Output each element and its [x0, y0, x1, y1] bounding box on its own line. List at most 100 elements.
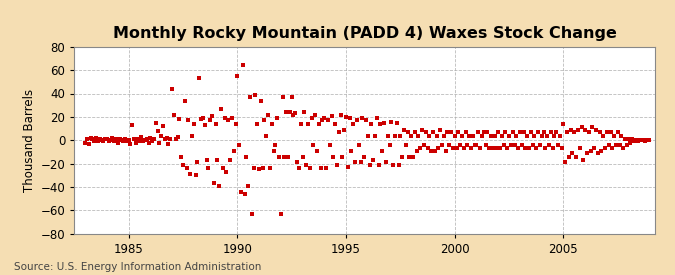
- Point: [169, 112, 180, 117]
- Point: [489, 133, 500, 138]
- Point: [152, 129, 163, 133]
- Point: [217, 166, 228, 170]
- Point: [98, 139, 109, 144]
- Point: [389, 133, 400, 138]
- Point: [609, 133, 620, 138]
- Point: [411, 148, 422, 153]
- Point: [117, 139, 128, 144]
- Point: [254, 167, 265, 172]
- Point: [614, 143, 625, 147]
- Point: [553, 143, 564, 147]
- Point: [350, 160, 360, 165]
- Point: [468, 133, 479, 138]
- Point: [145, 136, 156, 140]
- Point: [265, 166, 275, 170]
- Point: [442, 130, 453, 134]
- Point: [565, 128, 576, 132]
- Point: [156, 133, 167, 138]
- Point: [201, 158, 212, 162]
- Point: [551, 130, 562, 134]
- Point: [580, 128, 591, 132]
- Point: [560, 160, 570, 165]
- Point: [395, 133, 406, 138]
- Point: [95, 137, 105, 141]
- Point: [259, 118, 270, 123]
- Point: [196, 117, 207, 122]
- Point: [487, 146, 498, 151]
- Point: [111, 137, 122, 141]
- Point: [562, 130, 572, 134]
- Point: [641, 138, 652, 142]
- Point: [458, 146, 469, 151]
- Point: [203, 166, 214, 170]
- Point: [379, 120, 389, 125]
- Point: [547, 146, 558, 151]
- Point: [429, 148, 440, 153]
- Point: [416, 128, 427, 132]
- Point: [244, 95, 255, 99]
- Point: [482, 130, 493, 134]
- Point: [387, 163, 398, 167]
- Point: [257, 166, 268, 170]
- Point: [358, 155, 369, 159]
- Point: [333, 130, 344, 134]
- Point: [284, 110, 295, 114]
- Point: [495, 146, 506, 151]
- Point: [578, 158, 589, 162]
- Point: [167, 87, 178, 91]
- Point: [375, 122, 386, 126]
- Point: [313, 122, 324, 126]
- Point: [119, 137, 130, 141]
- Point: [290, 111, 300, 116]
- Point: [591, 128, 601, 132]
- Point: [451, 146, 462, 151]
- Point: [453, 130, 464, 134]
- Point: [477, 133, 487, 138]
- Point: [122, 139, 132, 144]
- Point: [335, 112, 346, 117]
- Point: [402, 130, 413, 134]
- Point: [339, 128, 350, 132]
- Point: [612, 130, 623, 134]
- Point: [533, 130, 543, 134]
- Point: [165, 137, 176, 141]
- Point: [630, 138, 641, 142]
- Point: [299, 110, 310, 114]
- Point: [212, 158, 223, 162]
- Point: [574, 146, 585, 151]
- Point: [263, 112, 273, 117]
- Point: [89, 139, 100, 144]
- Point: [538, 130, 549, 134]
- Point: [341, 115, 352, 119]
- Point: [105, 138, 116, 142]
- Point: [556, 146, 567, 151]
- Point: [241, 155, 252, 159]
- Point: [422, 146, 433, 151]
- Point: [625, 140, 636, 145]
- Point: [192, 160, 203, 165]
- Point: [90, 136, 101, 140]
- Point: [636, 138, 647, 142]
- Point: [190, 173, 201, 178]
- Point: [132, 137, 143, 141]
- Point: [174, 117, 185, 122]
- Point: [124, 138, 134, 142]
- Point: [181, 166, 192, 170]
- Point: [386, 119, 397, 124]
- Point: [143, 140, 154, 145]
- Point: [549, 133, 560, 138]
- Point: [466, 146, 477, 151]
- Point: [589, 146, 599, 151]
- Point: [288, 112, 299, 117]
- Point: [151, 120, 161, 125]
- Point: [527, 143, 538, 147]
- Point: [275, 212, 286, 216]
- Point: [469, 143, 480, 147]
- Point: [277, 95, 288, 99]
- Point: [518, 130, 529, 134]
- Point: [198, 116, 209, 120]
- Point: [464, 133, 475, 138]
- Point: [496, 133, 507, 138]
- Point: [328, 155, 339, 159]
- Point: [170, 137, 181, 141]
